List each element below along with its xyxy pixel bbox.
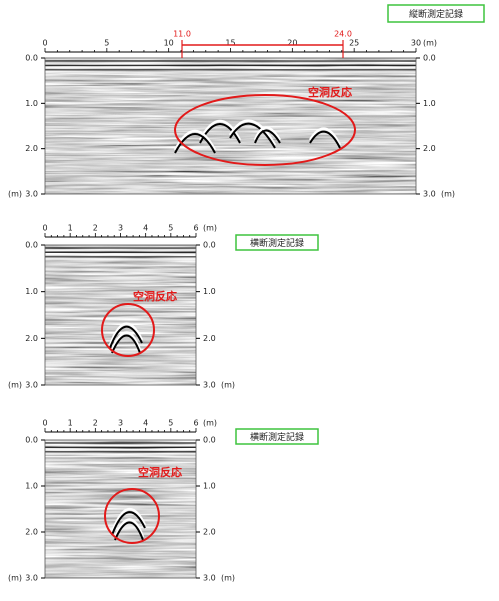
reflection-arc — [114, 521, 144, 541]
frame — [44, 439, 197, 579]
label-box — [235, 234, 319, 251]
label-box — [235, 428, 319, 445]
reflection-arc — [110, 507, 147, 533]
reflection-arc — [110, 331, 142, 351]
reflection-arc — [109, 325, 143, 349]
x-tick-label: 20 — [287, 39, 297, 48]
record-label: 縦断測定記録 — [409, 8, 463, 20]
x-tick-label: 0 — [42, 39, 47, 48]
x-tick-label: 3 — [118, 419, 123, 428]
label-box — [387, 4, 485, 23]
y-tick-label: 2.0 — [423, 144, 436, 153]
record-label: 横断測定記録 — [250, 431, 304, 443]
x-tick-label: 0 — [42, 224, 47, 233]
cavity-annotation: 空洞反応 — [308, 85, 352, 99]
y-tick-label: 0.0 — [203, 241, 216, 250]
x-tick-label: 4 — [143, 224, 148, 233]
x-tick-label: 6 — [193, 224, 198, 233]
x-tick-label: 4 — [143, 419, 148, 428]
x-unit: (m) — [423, 39, 437, 48]
x-tick-label: 10 — [164, 39, 174, 48]
y-tick-label: 0.0 — [25, 241, 38, 250]
y-unit: (m) — [221, 574, 235, 583]
y-tick-label: 1.0 — [423, 99, 436, 108]
frame — [44, 244, 197, 386]
y-tick-label: 0.0 — [25, 54, 38, 63]
y-tick-label: 3.0 — [25, 574, 38, 583]
reflection-arc — [308, 127, 342, 146]
y-unit: (m) — [221, 381, 235, 390]
x-tick-label: 15 — [225, 39, 235, 48]
x-tick-label: 1 — [68, 224, 73, 233]
y-tick-label: 2.0 — [25, 334, 38, 343]
x-tick-label: 30 — [411, 39, 421, 48]
y-unit: (m) — [8, 574, 22, 583]
reflection-arc — [253, 126, 282, 141]
radargram — [45, 245, 196, 385]
y-tick-label: 3.0 — [25, 190, 38, 199]
frame — [44, 57, 417, 195]
reflection-arc — [229, 122, 276, 149]
x-tick-label: 2 — [93, 419, 98, 428]
reflection-arc — [113, 518, 145, 538]
y-tick-label: 2.0 — [203, 334, 216, 343]
y-tick-label: 0.0 — [423, 54, 436, 63]
y-tick-label: 3.0 — [25, 381, 38, 390]
range-marker-label: 24.0 — [334, 30, 352, 39]
x-unit: (m) — [203, 224, 217, 233]
y-tick-label: 1.0 — [25, 99, 38, 108]
reflection-arc — [173, 129, 217, 151]
y-unit: (m) — [441, 190, 455, 199]
x-tick-label: 25 — [349, 39, 359, 48]
y-tick-label: 2.0 — [203, 528, 216, 537]
y-tick-label: 1.0 — [25, 287, 38, 296]
x-tick-label: 3 — [118, 224, 123, 233]
cavity-annotation: 空洞反応 — [138, 465, 182, 479]
reflection-arc — [254, 129, 281, 144]
y-tick-label: 3.0 — [423, 190, 436, 199]
radargram-panel: 0 5 10 15 20 25 30 (m)0.0 0.01.0 1.02.0 2.03.0 3.0(… — [8, 4, 485, 199]
x-unit: (m) — [203, 419, 217, 428]
record-label: 横断測定記録 — [250, 237, 304, 249]
y-unit: (m) — [8, 190, 22, 199]
radargram — [45, 440, 196, 578]
cavity-outline — [174, 94, 356, 166]
radargram-panel: 0 1 2 3 4 5 6 (m)0.0 0.01.0 1.02.0 2.03.0 3.0(m) (m)… — [8, 419, 319, 583]
x-tick-label: 0 — [42, 419, 47, 428]
y-tick-label: 0.0 — [25, 436, 38, 445]
x-tick-label: 2 — [93, 224, 98, 233]
reflection-arc — [111, 334, 141, 354]
y-tick-label: 3.0 — [203, 381, 216, 390]
y-tick-label: 1.0 — [203, 287, 216, 296]
radargram-panel: 0 1 2 3 4 5 6 (m)0.0 0.01.0 1.02.0 2.03.0 3.0(m) (m)… — [8, 224, 319, 390]
x-tick-label: 6 — [193, 419, 198, 428]
y-tick-label: 1.0 — [203, 482, 216, 491]
y-tick-label: 2.0 — [25, 528, 38, 537]
range-marker-label: 11.0 — [173, 30, 191, 39]
y-tick-label: 2.0 — [25, 144, 38, 153]
cavity-annotation: 空洞反応 — [133, 289, 177, 303]
cavity-outline — [101, 303, 155, 357]
reflection-arc — [228, 119, 277, 146]
reflection-arc — [108, 322, 144, 346]
reflection-arc — [174, 133, 216, 154]
x-tick-label: 5 — [104, 39, 109, 48]
x-tick-label: 5 — [168, 224, 173, 233]
reflection-arc — [309, 130, 341, 149]
y-tick-label: 3.0 — [203, 574, 216, 583]
y-tick-label: 0.0 — [203, 436, 216, 445]
x-tick-label: 1 — [68, 419, 73, 428]
reflection-arc — [111, 511, 146, 536]
y-unit: (m) — [8, 381, 22, 390]
cavity-outline — [104, 488, 160, 544]
x-tick-label: 5 — [168, 419, 173, 428]
y-tick-label: 1.0 — [25, 482, 38, 491]
